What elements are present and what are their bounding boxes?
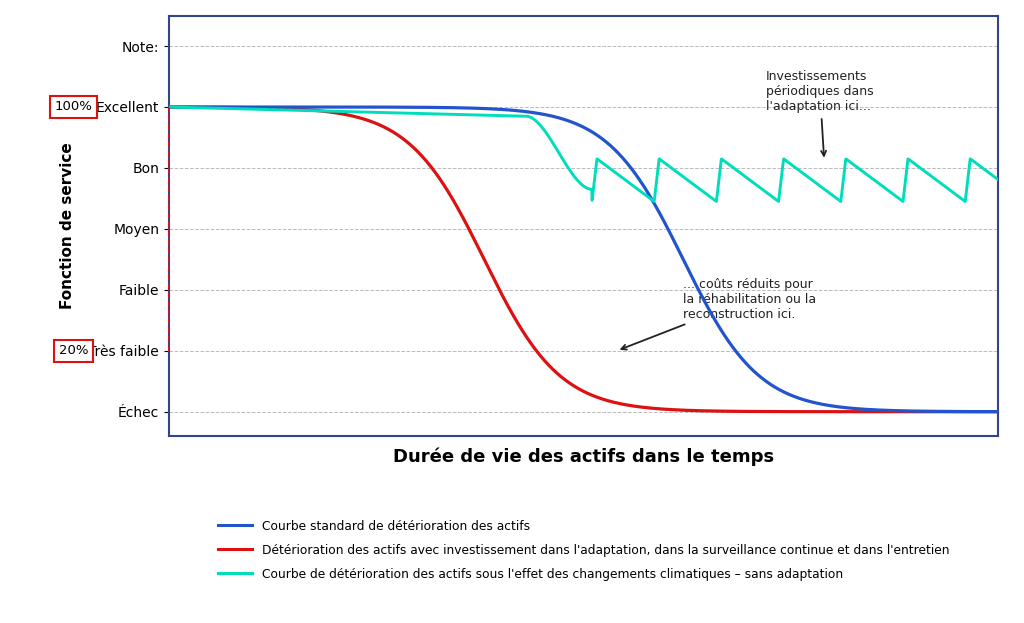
Text: 100%: 100% [54,100,92,113]
Text: ... coûts réduits pour
la réhabilitation ou la
reconstruction ici.: ... coûts réduits pour la réhabilitation… [622,278,816,350]
Text: 20%: 20% [58,345,88,357]
Text: Investissements
périodiques dans
l'adaptation ici...: Investissements périodiques dans l'adapt… [766,70,873,156]
X-axis label: Durée de vie des actifs dans le temps: Durée de vie des actifs dans le temps [393,447,774,466]
Legend: Courbe standard de détérioration des actifs, Détérioration des actifs avec inves: Courbe standard de détérioration des act… [212,514,955,587]
Y-axis label: Fonction de service: Fonction de service [59,143,75,309]
